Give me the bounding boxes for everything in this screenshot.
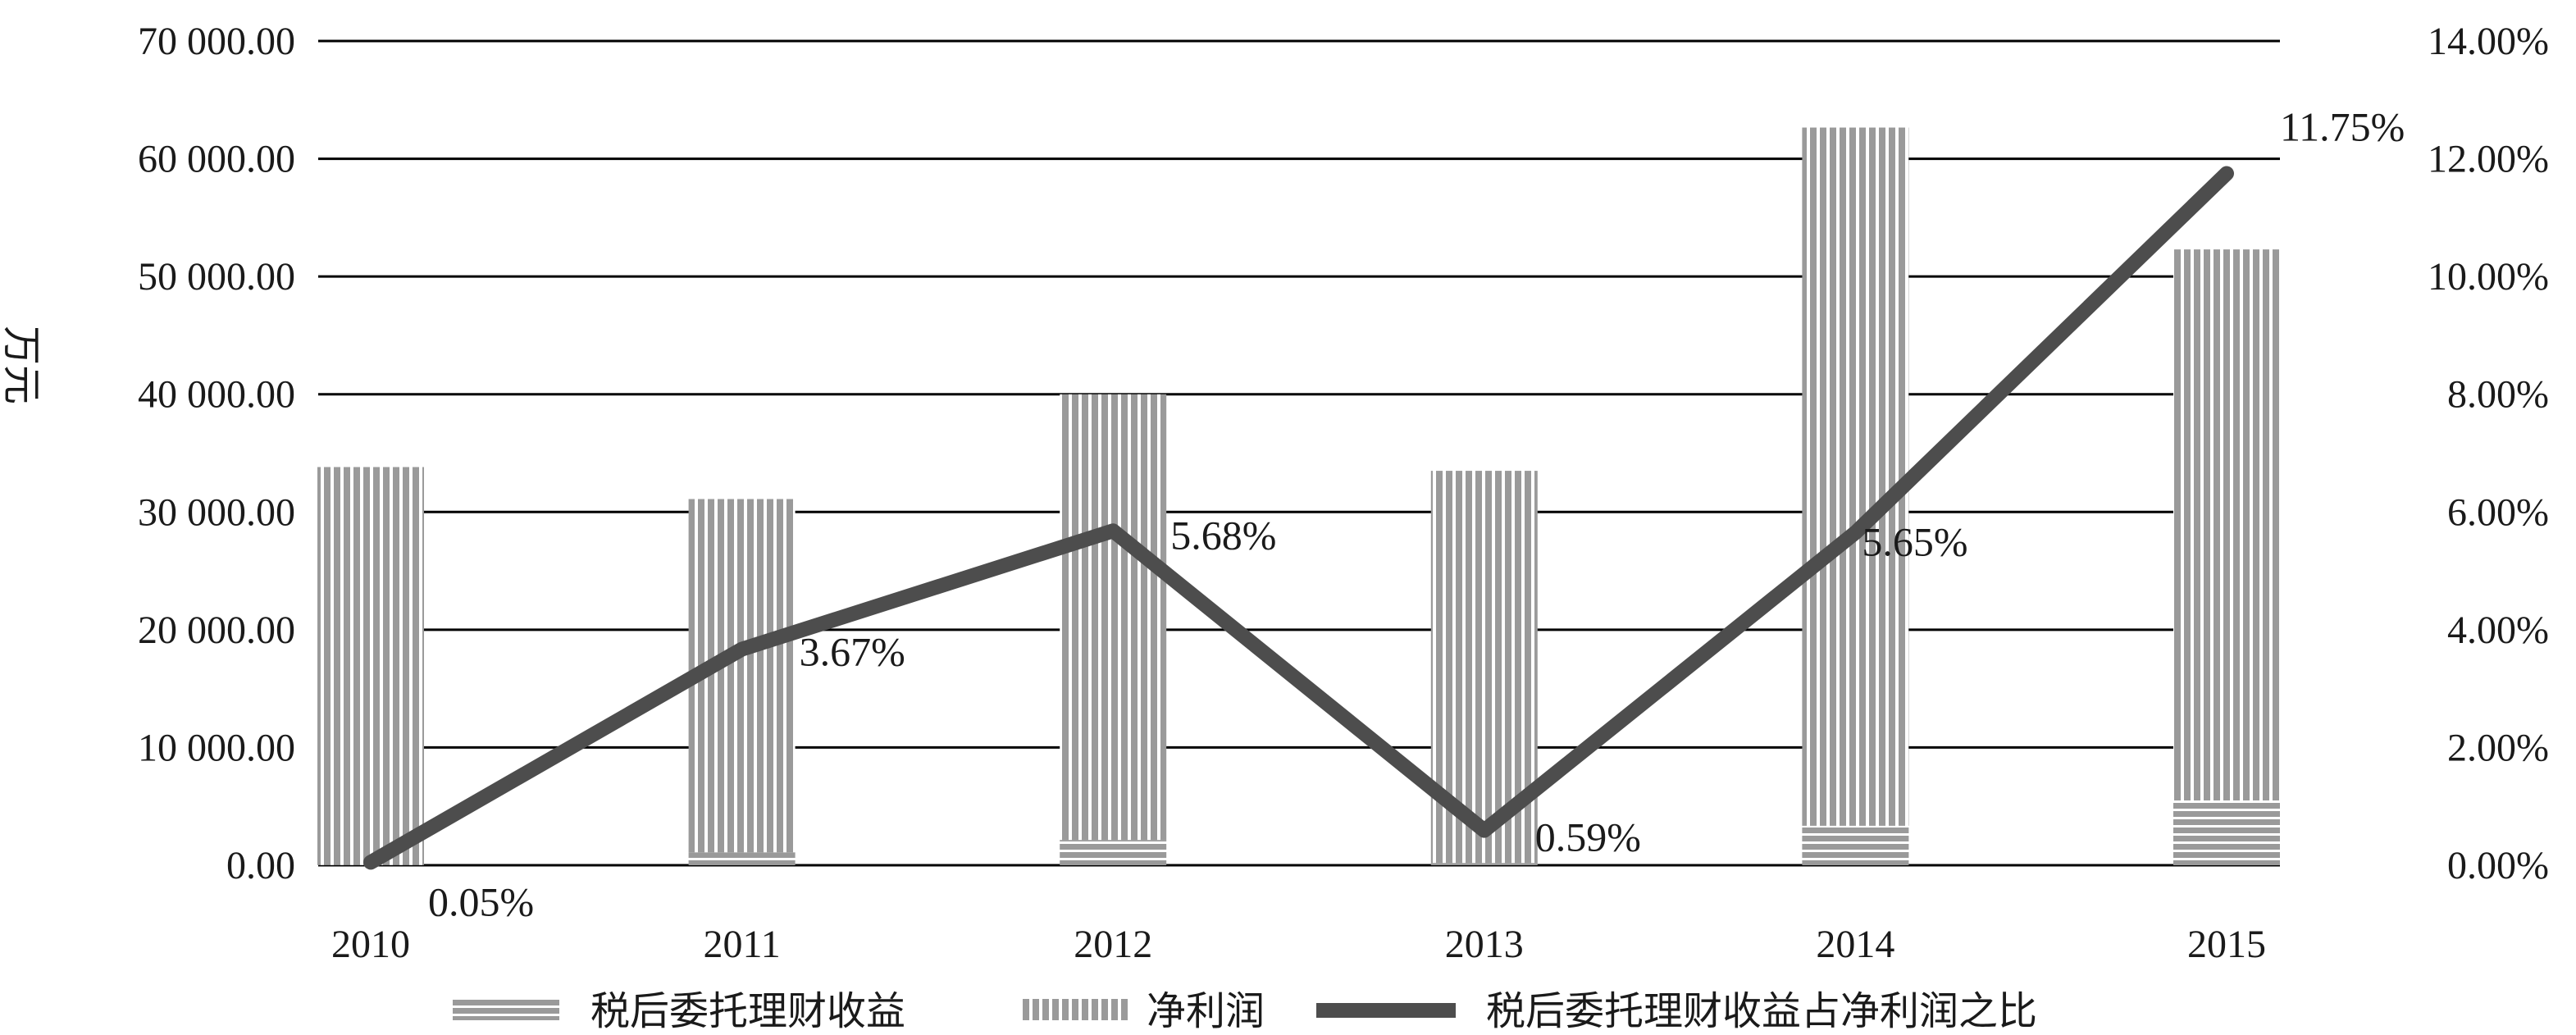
y-tick-label: 20 000.00 (138, 609, 295, 652)
y-axis-title: 万元 (0, 326, 44, 404)
ratio-data-label: 0.05% (428, 878, 534, 924)
x-tick-label: 2010 (331, 923, 410, 966)
y2-tick-label: 10.00% (2428, 255, 2549, 299)
legend: 税后委托理财收益 净利润 税后委托理财收益占净利润之比 (453, 988, 2037, 1034)
y-tick-label: 10 000.00 (138, 726, 295, 769)
x-tick-label: 2012 (1074, 923, 1152, 966)
data-labels: 0.05% 3.67% 5.68% 0.59% 5.65% 11.75% (428, 104, 2405, 925)
legend-swatch-wealth-income (453, 999, 559, 1020)
bar-after-tax-wealth-income (688, 852, 796, 865)
y-tick-label: 50 000.00 (138, 255, 295, 299)
ratio-data-label: 3.67% (800, 629, 905, 675)
bar-after-tax-wealth-income (1430, 863, 1538, 865)
x-tick-label: 2014 (1816, 923, 1894, 966)
bar-net-profit (1060, 394, 1167, 841)
y-tick-label: 70 000.00 (138, 20, 295, 63)
bar-net-profit (2173, 249, 2280, 801)
legend-label-net-profit: 净利润 (1147, 988, 1265, 1034)
gridlines (318, 39, 2280, 867)
bar-after-tax-wealth-income (1060, 840, 1167, 865)
legend-label-wealth-income: 税后委托理财收益 (590, 988, 905, 1034)
y2-tick-label: 0.00% (2447, 844, 2549, 887)
bar-net-profit (1802, 127, 1909, 826)
y2-tick-label: 2.00% (2447, 726, 2549, 769)
ratio-data-label: 11.75% (2280, 104, 2405, 150)
y2-tick-label: 14.00% (2428, 20, 2549, 63)
y2-tick-label: 8.00% (2447, 373, 2549, 417)
y2-tick-label: 4.00% (2447, 609, 2549, 652)
bars (317, 127, 2280, 865)
bar-net-profit (317, 467, 424, 865)
ratio-data-label: 5.65% (1862, 518, 1967, 564)
y-tick-label: 60 000.00 (138, 138, 295, 181)
y2-tick-label: 6.00% (2447, 490, 2549, 534)
ratio-data-label: 5.68% (1170, 512, 1276, 558)
ratio-data-label: 0.59% (1535, 814, 1641, 860)
x-tick-label: 2015 (2187, 923, 2266, 966)
y-tick-label: 0.00 (226, 844, 295, 887)
x-tick-label: 2011 (703, 923, 780, 966)
y-tick-label: 40 000.00 (138, 373, 295, 417)
ratio-line-path (363, 166, 2234, 870)
legend-label-ratio: 税后委托理财收益占净利润之比 (1486, 988, 2037, 1034)
ratio-line (363, 166, 2234, 870)
legend-swatch-net-profit (1021, 999, 1128, 1020)
y-tick-label: 30 000.00 (138, 490, 295, 534)
y2-tick-label: 12.00% (2428, 138, 2549, 181)
x-tick-label: 2013 (1445, 923, 1524, 966)
bar-after-tax-wealth-income (1802, 825, 1909, 865)
bar-after-tax-wealth-income (2173, 800, 2280, 865)
axes: 万元 0.00 10 000.00 20 000.00 30 000.00 40 000… (0, 20, 2549, 966)
